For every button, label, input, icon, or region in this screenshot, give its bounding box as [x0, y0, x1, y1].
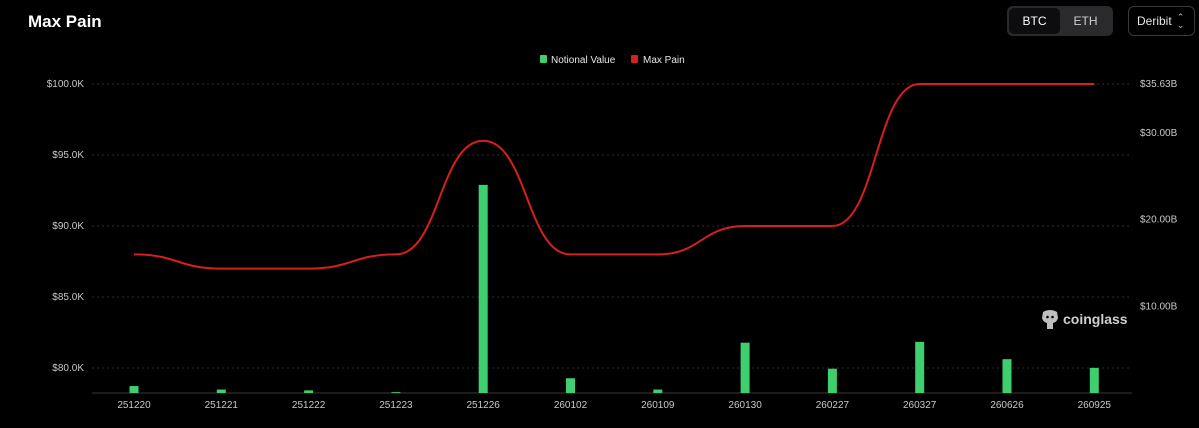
notional-bar [391, 392, 401, 393]
notional-bar [304, 390, 314, 393]
y-right-tick-label: $20.00B [1140, 215, 1178, 226]
y-left-tick-label: $95.0K [52, 150, 84, 161]
legend-label-max-pain: Max Pain [643, 55, 685, 66]
x-tick-label: 260130 [728, 400, 762, 411]
exchange-select[interactable]: Deribit ⌃ ⌄ [1128, 6, 1195, 36]
notional-bar [827, 368, 837, 393]
notional-bar [653, 389, 663, 393]
eth-tab[interactable]: ETH [1073, 14, 1098, 28]
x-tick-label: 251223 [379, 400, 413, 411]
legend-label-notional: Notional Value [551, 55, 616, 66]
asset-toggle: BTC ETH [1007, 6, 1113, 36]
notional-bar [1002, 359, 1012, 393]
chevron-updown-icon: ⌃ ⌄ [1176, 12, 1185, 30]
max-pain-line [133, 82, 1095, 270]
notional-bar [216, 389, 226, 393]
legend: Notional Value Max Pain [540, 55, 685, 66]
y-left-tick-label: $80.0K [52, 363, 84, 374]
notional-bar [740, 342, 750, 393]
page-title: Max Pain [28, 12, 102, 31]
grid-lines [92, 83, 1132, 394]
y-axis-left: $80.0K $85.0K $90.0K $95.0K $100.0K [47, 79, 85, 374]
x-tick-label: 260925 [1078, 400, 1112, 411]
btc-tab[interactable]: BTC [1009, 8, 1060, 34]
coinglass-logo-icon [1042, 310, 1058, 329]
notional-bar [1089, 367, 1099, 393]
exchange-select-value: Deribit [1137, 14, 1172, 28]
x-axis: 251220 251221 251222 251223 251226 260102 2601… [117, 400, 1111, 411]
x-tick-label: 251221 [205, 400, 239, 411]
y-left-tick-label: $85.0K [52, 292, 84, 303]
y-right-tick-label: $10.00B [1140, 301, 1178, 312]
legend-swatch-notional [540, 55, 547, 63]
x-tick-label: 251222 [292, 400, 326, 411]
notional-bar [478, 184, 488, 393]
y-right-tick-label: $35.63B [1140, 79, 1178, 90]
notional-bar [915, 341, 925, 393]
x-tick-label: 260227 [816, 400, 850, 411]
notional-bars [129, 184, 1099, 393]
x-tick-label: 251220 [117, 400, 151, 411]
legend-swatch-max-pain [631, 55, 638, 63]
coinglass-watermark: coinglass [1042, 310, 1128, 329]
legend-item-notional[interactable]: Notional Value [540, 55, 616, 66]
x-tick-label: 260327 [903, 400, 937, 411]
x-tick-label: 260102 [554, 400, 588, 411]
y-left-tick-label: $90.0K [52, 221, 84, 232]
y-left-tick-label: $100.0K [47, 79, 85, 90]
x-tick-label: 260626 [990, 400, 1024, 411]
notional-bar [129, 386, 139, 393]
legend-item-max-pain[interactable]: Max Pain [631, 55, 685, 66]
y-right-tick-label: $30.00B [1140, 128, 1178, 139]
x-tick-label: 251226 [467, 400, 501, 411]
x-tick-label: 260109 [641, 400, 675, 411]
notional-bar [566, 378, 575, 393]
y-axis-right: $10.00B $20.00B $30.00B $35.63B [1140, 79, 1178, 312]
watermark-text: coinglass [1063, 311, 1128, 327]
